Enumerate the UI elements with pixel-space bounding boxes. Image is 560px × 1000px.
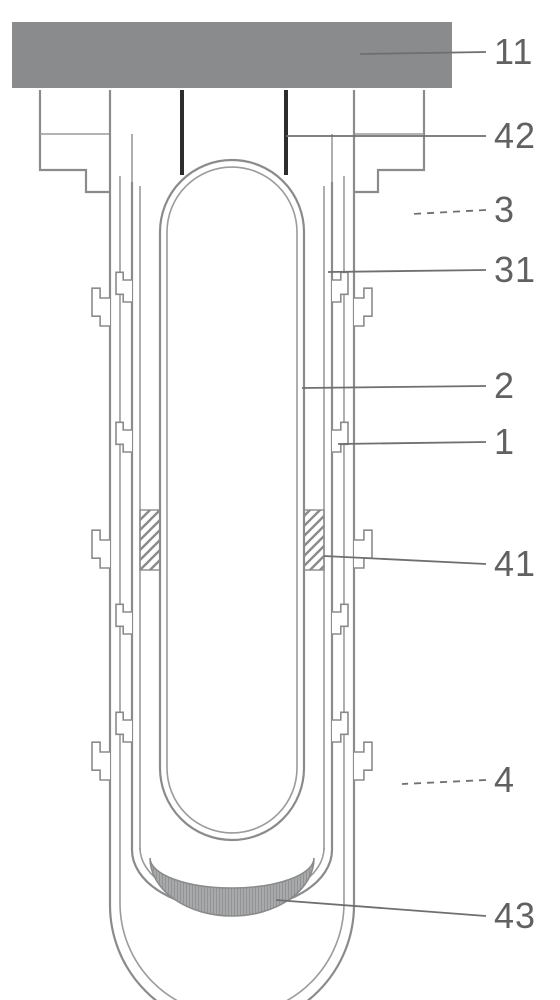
callout-label-31: 31: [494, 249, 536, 290]
mid-tube-top: [132, 134, 332, 182]
lug: [116, 422, 132, 452]
inner-capsule: [167, 167, 297, 833]
inner-capsule: [160, 160, 304, 840]
callout-label-43: 43: [494, 895, 536, 936]
lug: [332, 272, 348, 302]
lug: [116, 712, 132, 742]
rod-right: [284, 90, 288, 175]
lug: [332, 422, 348, 452]
lug: [92, 530, 110, 568]
callout-label-11: 11: [494, 31, 533, 72]
top-bar: [12, 22, 452, 88]
lug: [332, 712, 348, 742]
leader-line: [302, 386, 486, 388]
cross-section-diagram: 11 42 3 31 2 1 41 4 43: [0, 0, 560, 1000]
leader-line: [328, 270, 486, 272]
callout-label-1: 1: [494, 421, 515, 462]
callout-label-41: 41: [494, 543, 536, 584]
lug: [116, 604, 132, 634]
leader-line: [402, 780, 486, 784]
rod-left: [180, 90, 184, 175]
flange-outline: [40, 90, 424, 192]
leader-line: [324, 556, 486, 564]
leader-line: [412, 210, 486, 214]
callout-label-42: 42: [494, 115, 536, 156]
lug: [116, 272, 132, 302]
lug: [354, 530, 372, 568]
lug: [92, 288, 110, 326]
leader-line: [276, 900, 486, 916]
leader-line: [338, 442, 486, 444]
lug: [354, 742, 372, 780]
hatched-band-right: [304, 510, 324, 570]
lug: [332, 604, 348, 634]
callout-label-4: 4: [494, 759, 515, 800]
lug: [92, 742, 110, 780]
callout-label-2: 2: [494, 365, 515, 406]
lug: [354, 288, 372, 326]
bottom-insert: [150, 858, 314, 916]
hatched-band-left: [140, 510, 160, 570]
callout-label-3: 3: [494, 189, 515, 230]
